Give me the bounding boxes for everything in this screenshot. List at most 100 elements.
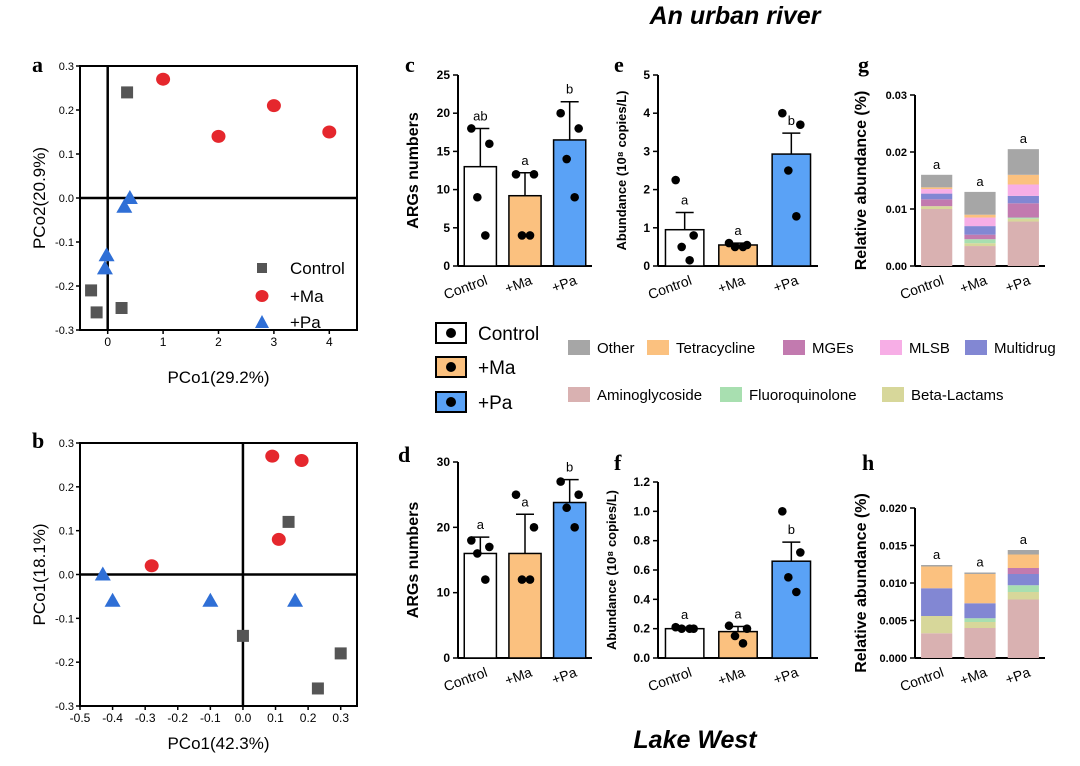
data-point-d	[574, 490, 583, 499]
stack-segment-other-h	[921, 565, 953, 567]
stack-segment-tetracycline-g	[964, 214, 996, 218]
stack-segment-fluoroquinolone-g	[964, 239, 996, 244]
legend-swatch-mges	[783, 340, 805, 355]
data-point-e	[738, 242, 748, 252]
y-tick-label-b: 0.0	[59, 570, 74, 582]
stack-segment-tetracycline-h	[921, 566, 953, 589]
y-tick-label-g: 0.00	[886, 261, 907, 273]
data-point-d	[525, 575, 535, 584]
data-point-e	[792, 212, 801, 221]
x-tick-label-b: 0.3	[332, 711, 349, 725]
title-top: An urban river	[649, 2, 822, 30]
data-point-c	[473, 192, 482, 202]
data-point-c	[467, 124, 476, 133]
y-tick-label-f: 0.6	[633, 563, 650, 577]
y-tick-label-h: 0.015	[879, 541, 907, 553]
x-tick-label-c: +Ma	[503, 272, 535, 297]
data-point-c	[511, 170, 521, 179]
x-tick-label-a: 2	[215, 335, 222, 349]
x-tick-label-e: Control	[646, 272, 694, 302]
data-point-d	[556, 477, 565, 486]
point-pa-a	[121, 190, 138, 204]
legend-dot-ma	[446, 362, 456, 372]
panel-label-a: a	[32, 52, 43, 77]
data-point-c	[570, 192, 579, 202]
x-tick-label-b: -0.1	[200, 711, 221, 725]
y-tick-label-f: 1.0	[633, 504, 650, 518]
stack-segment-multidrug-g	[1007, 195, 1039, 204]
x-tick-label-d: +Ma	[503, 664, 535, 689]
stack-segment-tetracycline-h	[1007, 554, 1039, 568]
legend-dot-control	[446, 328, 456, 338]
data-point-c	[481, 231, 490, 240]
panel-label-b: b	[32, 428, 44, 453]
group-legend: Control +Ma +Pa	[435, 322, 539, 414]
y-tick-label-b: -0.3	[55, 701, 74, 713]
stack-segment-multidrug-h	[921, 588, 953, 616]
data-point-c	[485, 139, 494, 149]
x-tick-label-a: 0	[104, 335, 111, 349]
legend-swatch-multidrug	[965, 340, 987, 355]
legend-swatch-aminoglycoside	[568, 387, 590, 402]
point-control-b	[282, 515, 295, 528]
point-control-b	[311, 682, 324, 695]
data-point-f	[796, 548, 805, 557]
stack-segment-beta-lactams-h	[964, 622, 996, 628]
point-ma-a	[211, 129, 226, 143]
x-tick-label-b: 0.0	[235, 711, 252, 725]
significance-letter-e: a	[681, 193, 689, 208]
data-point-d	[473, 549, 482, 558]
point-ma-b	[265, 449, 280, 463]
legend-label-fluoroquinolone: Fluoroquinolone	[749, 387, 857, 404]
y-tick-label-h: 0.000	[879, 653, 907, 665]
significance-letter-f: a	[734, 606, 742, 621]
x-tick-label-a: 1	[160, 335, 167, 349]
point-control-a	[115, 302, 128, 314]
stack-segment-fluoroquinolone-h	[1007, 585, 1039, 592]
data-point-e	[671, 175, 680, 185]
y-tick-label-c: 0	[443, 259, 450, 273]
x-axis-label-a: PCo1(29.2%)	[167, 368, 269, 387]
data-point-e	[784, 166, 793, 175]
legend-label-control: Control	[478, 324, 539, 345]
significance-letter-e: b	[788, 113, 795, 128]
legend-label-beta-lactams: Beta-Lactams	[911, 387, 1004, 404]
x-tick-label-h: +Pa	[1003, 664, 1032, 688]
x-tick-label-d: +Pa	[549, 664, 578, 688]
x-tick-label-a: 3	[271, 335, 278, 349]
y-axis-label-a: PCo2(20.9%)	[30, 147, 49, 249]
data-point-f	[724, 621, 734, 631]
point-ma-a	[322, 125, 337, 139]
y-tick-label-a: 0.0	[59, 193, 74, 205]
x-axis-label-b: PCo1(42.3%)	[167, 734, 269, 753]
significance-letter-e: a	[734, 223, 742, 238]
stack-segment-other-g	[964, 191, 996, 215]
stack-segment-mlsb-g	[921, 189, 953, 194]
y-tick-label-f: 0.2	[633, 622, 650, 636]
data-point-e	[685, 255, 694, 265]
legend-label-ma: +Ma	[478, 358, 516, 379]
significance-letter-h: a	[976, 555, 984, 570]
y-tick-label-a: -0.2	[55, 281, 74, 293]
bar-c	[508, 194, 542, 267]
title-bottom: Lake West	[633, 726, 758, 754]
y-tick-label-e: 5	[643, 68, 650, 82]
stack-segment-beta-lactams-g	[921, 206, 953, 209]
y-tick-label-h: 0.005	[879, 616, 907, 628]
point-ma-b	[294, 454, 309, 468]
scatter-legend-marker-ma	[255, 290, 269, 302]
y-tick-label-d: 10	[437, 586, 451, 600]
y-tick-label-h: 0.020	[879, 503, 907, 515]
panel-label-h: h	[862, 450, 874, 475]
scatter-legend-label: Control	[290, 259, 345, 278]
significance-letter-c: ab	[473, 108, 487, 123]
y-tick-label-b: -0.2	[55, 657, 74, 669]
y-tick-label-a: 0.3	[59, 61, 74, 73]
data-point-c	[556, 108, 565, 118]
stack-segment-other-h	[1007, 550, 1039, 555]
y-tick-label-e: 3	[643, 144, 650, 158]
stack-segment-multidrug-h	[964, 603, 996, 619]
significance-letter-c: a	[521, 153, 529, 168]
stack-segment-aminoglycoside-g	[1007, 221, 1039, 266]
point-control-a	[85, 284, 98, 297]
